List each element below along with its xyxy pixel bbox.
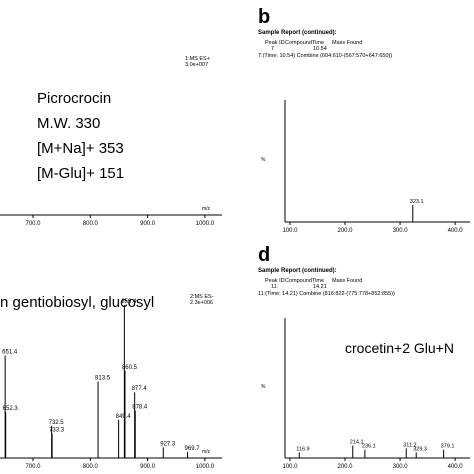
annotation: M.W. 330 [37,115,100,132]
x-tick-label: 300.0 [393,228,409,234]
peak-label: 860.5 [122,365,138,371]
table-cell: 14.21 [313,284,327,290]
peak-label: 877.4 [132,386,148,392]
x-tick-label: 900.0 [140,464,156,470]
table-header: Mass Found [332,278,362,284]
annotation: [M-Glu]+ 151 [37,165,124,182]
scan-label: 1:MS ES+ [185,56,210,62]
table-cell: 7 [271,46,274,52]
x-tick-label: 300.0 [393,464,409,470]
peak-label: 379.1 [441,444,455,450]
annotation: [M+Na]+ 353 [37,140,124,157]
x-axis-label: m/z [202,449,211,455]
x-tick-label: 400.0 [448,464,464,470]
peak-label: 878.4 [132,405,148,411]
peak-label: 732.5 [49,420,65,426]
annotation: crocetin+2 Glu+N [345,340,454,356]
report-title: Sample Report (continued): [258,268,337,274]
x-tick-label: 100.0 [282,464,298,470]
table-header: Mass Found [332,40,362,46]
annotation: n gentiobiosyl, glucosyl [0,294,154,311]
annotation: Picrocrocin [37,90,111,107]
peak-label: 859.4 [121,299,137,305]
peak-label: 733.3 [49,428,65,434]
table-header: Compound [285,40,312,46]
y-axis-label: % [261,384,266,390]
peak-label: 236.1 [362,444,376,450]
scan-label: 2:MS ES- [190,294,214,300]
peak-label: 323.1 [410,199,424,205]
table-header: Peak ID [265,40,285,46]
x-tick-label: 1000.0 [196,464,215,470]
x-tick-label: 800.0 [83,464,99,470]
table-header: Time [312,278,324,284]
x-tick-label: 100.0 [282,228,298,234]
peak-label: 969.7 [185,446,201,452]
table-cell: 11 [271,284,277,290]
peak-label: 214.1 [350,440,364,446]
x-tick-label: 800.0 [83,221,99,227]
intensity-label: 2.3e+006 [190,300,213,306]
x-tick-label: 700.0 [25,464,41,470]
y-axis-label: % [261,157,266,163]
peak-label: 329.3 [413,446,427,452]
table-header: Time [312,40,324,46]
peak-label: 651.4 [2,349,18,355]
table-cell: 10.54 [313,46,327,52]
x-tick-label: 1000.0 [196,221,215,227]
peak-label: 311.2 [403,442,416,448]
peak-label: 927.3 [160,441,176,447]
x-tick-label: 900.0 [140,221,156,227]
x-tick-label: 700.0 [25,221,41,227]
x-tick-label: 400.0 [448,228,464,234]
peak-label: 813.5 [95,376,111,382]
table-header: Compound [285,278,312,284]
peak-label: 652.3 [3,406,19,412]
scan-line: 7:(Time: 10.54) Combine (604:610-(567:57… [258,53,392,59]
report-title: Sample Report (continued): [258,30,337,36]
scan-line: 11:(Time: 14.21) Combine (816:822-(775:7… [258,291,395,297]
table-header: Peak ID [265,278,285,284]
x-tick-label: 200.0 [338,464,354,470]
panel-label: b [258,6,270,28]
panel-label: d [258,244,270,266]
x-axis-label: m/z [202,206,211,212]
peak-label: 116.9 [296,446,309,452]
x-tick-label: 200.0 [338,228,354,234]
peak-label: 849.4 [116,414,132,420]
intensity-label: 3.0e+007 [185,62,208,68]
